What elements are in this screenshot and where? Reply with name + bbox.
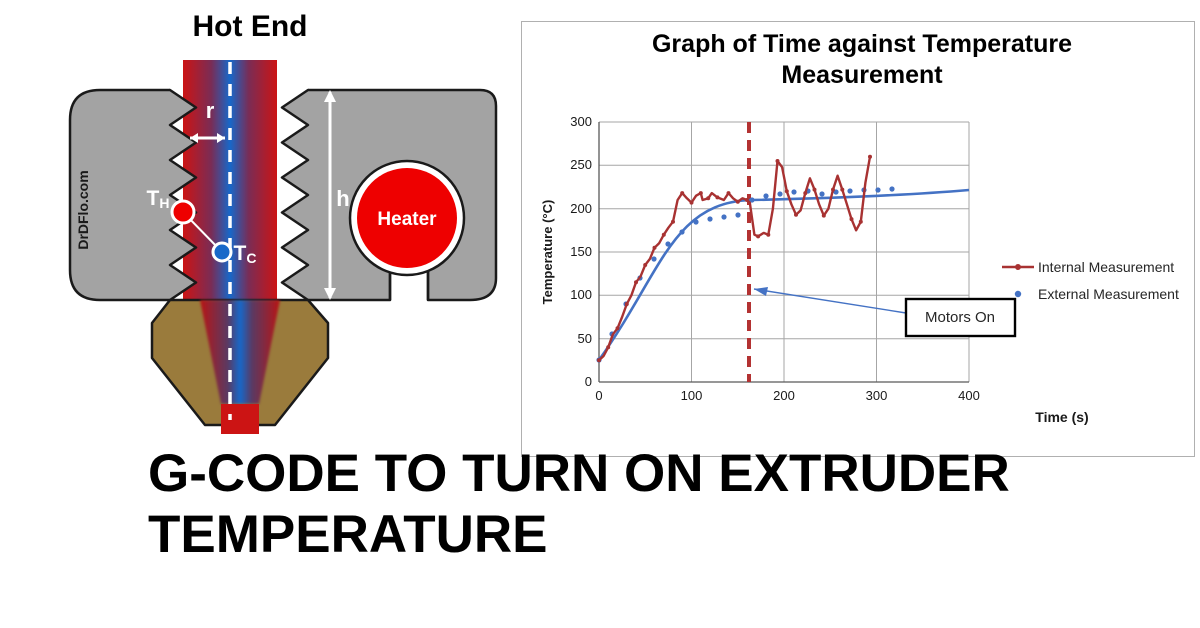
svg-text:100: 100 [570,287,592,302]
svg-text:50: 50 [578,331,592,346]
svg-text:200: 200 [773,388,795,403]
svg-text:Temperature (°C): Temperature (°C) [540,200,555,305]
svg-text:h: h [336,186,349,211]
svg-text:400: 400 [958,388,980,403]
svg-text:300: 300 [570,114,592,129]
svg-text:r: r [206,98,215,123]
svg-text:Internal Measurement: Internal Measurement [1038,259,1174,275]
svg-text:250: 250 [570,157,592,172]
svg-text:Time (s): Time (s) [1035,409,1088,425]
svg-text:Motors On: Motors On [925,309,995,326]
svg-text:100: 100 [681,388,703,403]
svg-text:150: 150 [570,244,592,259]
svg-text:200: 200 [570,201,592,216]
svg-text:DrDFlo.com: DrDFlo.com [75,170,91,249]
svg-text:0: 0 [585,374,592,389]
svg-text:300: 300 [866,388,888,403]
svg-text:Heater: Heater [377,209,437,230]
svg-text:External Measurement: External Measurement [1038,286,1179,302]
svg-text:0: 0 [595,388,602,403]
